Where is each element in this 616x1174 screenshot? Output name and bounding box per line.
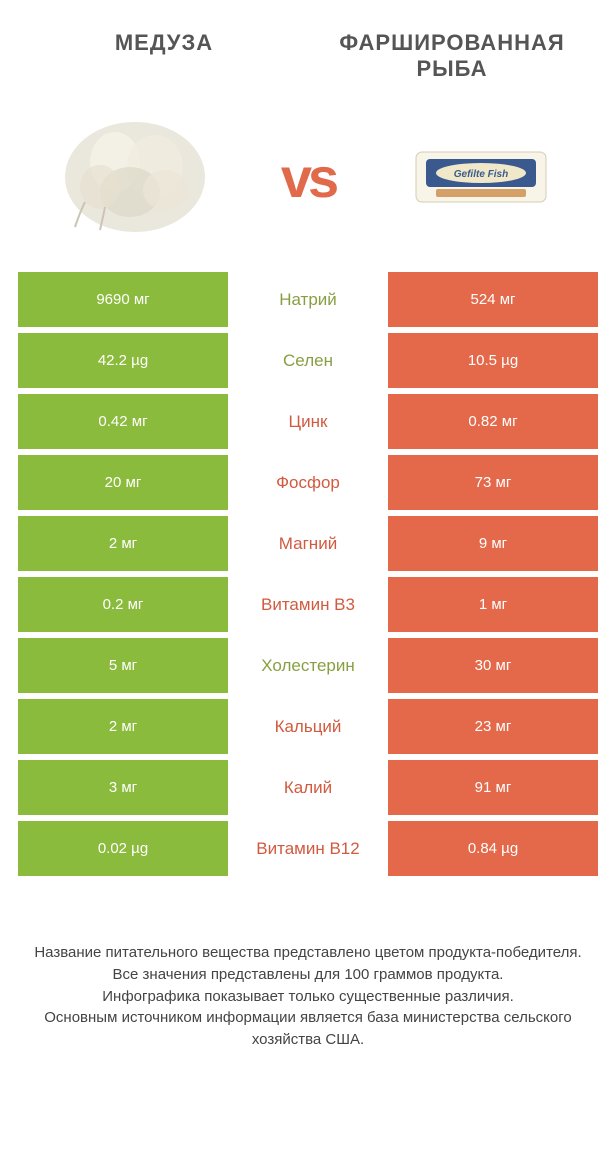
nutrient-label: Натрий	[228, 272, 388, 327]
fish-package-image: Gefilte Fish	[396, 112, 566, 242]
left-value-cell: 42.2 µg	[18, 333, 228, 388]
nutrient-label: Холестерин	[228, 638, 388, 693]
right-value-cell: 23 мг	[388, 699, 598, 754]
comparison-images: vs Gefilte Fish	[0, 92, 616, 272]
left-value-cell: 5 мг	[18, 638, 228, 693]
nutrient-label: Цинк	[228, 394, 388, 449]
nutrient-label: Селен	[228, 333, 388, 388]
right-value-cell: 10.5 µg	[388, 333, 598, 388]
nutrient-label: Кальций	[228, 699, 388, 754]
right-food-title: ФАРШИРОВАННАЯ РЫБА	[308, 30, 596, 82]
footer-line: Название питательного вещества представл…	[34, 944, 581, 961]
left-value-cell: 0.02 µg	[18, 821, 228, 876]
left-value-cell: 2 мг	[18, 699, 228, 754]
left-food-title: МЕДУЗА	[20, 30, 308, 82]
table-row: 42.2 µgСелен10.5 µg	[18, 333, 598, 388]
svg-text:Gefilte Fish: Gefilte Fish	[453, 169, 507, 180]
nutrient-label: Калий	[228, 760, 388, 815]
footer-line: Все значения представлены для 100 граммо…	[113, 966, 504, 983]
table-row: 5 мгХолестерин30 мг	[18, 638, 598, 693]
left-value-cell: 2 мг	[18, 516, 228, 571]
jellyfish-image	[50, 112, 220, 242]
footer-line: Инфографика показывает только существенн…	[102, 988, 514, 1005]
table-row: 2 мгКальций23 мг	[18, 699, 598, 754]
right-value-cell: 91 мг	[388, 760, 598, 815]
table-row: 9690 мгНатрий524 мг	[18, 272, 598, 327]
right-value-cell: 0.84 µg	[388, 821, 598, 876]
left-value-cell: 0.2 мг	[18, 577, 228, 632]
nutrient-label: Витамин B12	[228, 821, 388, 876]
table-row: 2 мгМагний9 мг	[18, 516, 598, 571]
left-value-cell: 9690 мг	[18, 272, 228, 327]
nutrition-table: 9690 мгНатрий524 мг 42.2 µgСелен10.5 µg 0.…	[18, 272, 598, 876]
right-value-cell: 0.82 мг	[388, 394, 598, 449]
nutrient-label: Витамин B3	[228, 577, 388, 632]
table-row: 0.2 мгВитамин B31 мг	[18, 577, 598, 632]
right-value-cell: 524 мг	[388, 272, 598, 327]
left-value-cell: 20 мг	[18, 455, 228, 510]
table-row: 0.02 µgВитамин B120.84 µg	[18, 821, 598, 876]
nutrient-label: Магний	[228, 516, 388, 571]
footer-line: Основным источником информации является …	[44, 1009, 571, 1048]
right-value-cell: 9 мг	[388, 516, 598, 571]
nutrient-label: Фосфор	[228, 455, 388, 510]
table-row: 20 мгФосфор73 мг	[18, 455, 598, 510]
header: МЕДУЗА ФАРШИРОВАННАЯ РЫБА	[0, 0, 616, 92]
table-row: 3 мгКалий91 мг	[18, 760, 598, 815]
table-row: 0.42 мгЦинк0.82 мг	[18, 394, 598, 449]
vs-label: vs	[281, 145, 335, 210]
footer-notes: Название питательного вещества представл…	[0, 882, 616, 1081]
right-value-cell: 30 мг	[388, 638, 598, 693]
left-value-cell: 0.42 мг	[18, 394, 228, 449]
right-value-cell: 73 мг	[388, 455, 598, 510]
left-value-cell: 3 мг	[18, 760, 228, 815]
right-value-cell: 1 мг	[388, 577, 598, 632]
